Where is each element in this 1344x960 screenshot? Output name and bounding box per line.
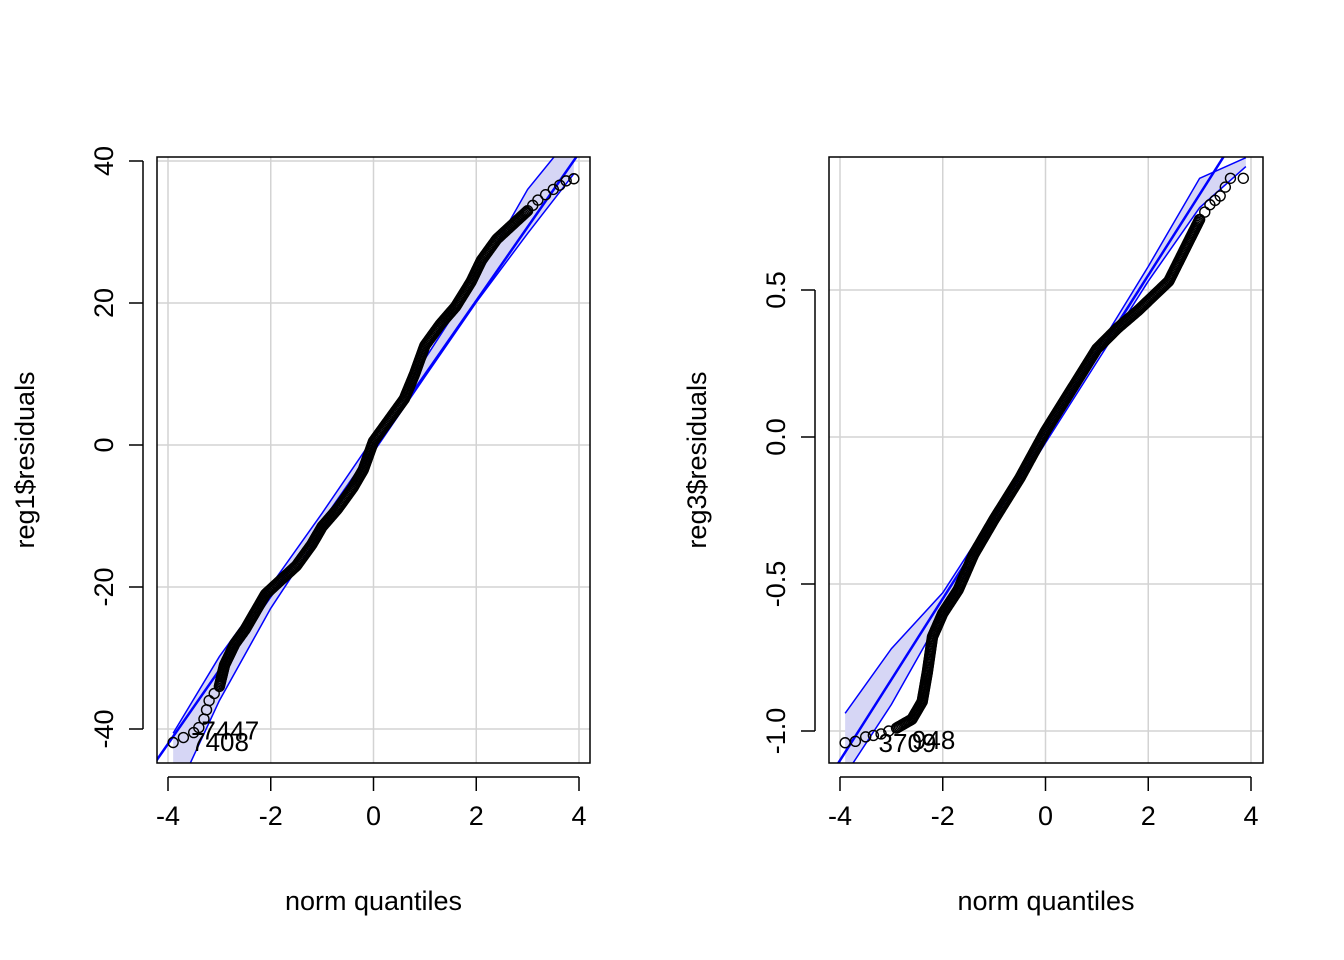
y-tick-label: 40 [89, 146, 119, 176]
qq-point [519, 207, 531, 219]
qq-point [539, 189, 552, 201]
y-tick-label: 0 [89, 437, 119, 452]
x-tick-label: 0 [366, 801, 381, 831]
qq-point [1219, 181, 1232, 193]
y-tick-label: 0.5 [761, 271, 791, 309]
plot-frame [156, 156, 591, 764]
qq-point [532, 194, 544, 206]
x-tick-label: 4 [571, 801, 586, 831]
qq-point [859, 731, 872, 743]
y-tick-label: -0.5 [761, 561, 791, 608]
x-tick-label: -4 [828, 801, 852, 831]
confidence-band [845, 157, 1246, 763]
qq-point [518, 208, 530, 220]
qq-points [839, 172, 1249, 749]
x-tick-label: -2 [259, 801, 283, 831]
x-tick-label: -4 [156, 801, 180, 831]
outlier-label: 3709 [879, 728, 937, 758]
y-axis-label: reg1$residuals [10, 371, 40, 548]
plot-frame [828, 156, 1264, 764]
x-tick-label: -2 [931, 801, 955, 831]
x-axis-label: norm quantiles [957, 886, 1134, 916]
y-tick-label: -40 [89, 709, 119, 748]
qq-point [875, 728, 887, 740]
qq-point [849, 735, 862, 747]
outlier-label: 948 [912, 725, 955, 755]
x-axis-label: norm quantiles [285, 886, 462, 916]
outlier-label: 7408 [191, 727, 249, 757]
x-tick-label: 0 [1038, 801, 1053, 831]
qq-point [867, 729, 880, 742]
qq-point [193, 721, 205, 734]
x-tick-label: 4 [1243, 801, 1258, 831]
y-tick-label: -20 [89, 567, 119, 606]
y-tick-label: 0.0 [761, 418, 791, 456]
x-tick-label: 2 [1141, 801, 1156, 831]
qq-point [520, 206, 533, 218]
y-tick-label: 20 [89, 288, 119, 318]
qq-point [1224, 172, 1237, 184]
qq-points [167, 173, 580, 749]
y-axis-label: reg3$residuals [682, 371, 712, 548]
qq-point [560, 175, 572, 187]
qq-point [1214, 190, 1226, 202]
qq-point [568, 173, 580, 185]
x-tick-label: 2 [469, 801, 484, 831]
qq-point [177, 731, 190, 744]
qq-point [167, 736, 179, 749]
outlier-label: 7447 [201, 715, 259, 745]
qq-point [1237, 172, 1249, 184]
y-tick-label: -1.0 [761, 708, 791, 755]
